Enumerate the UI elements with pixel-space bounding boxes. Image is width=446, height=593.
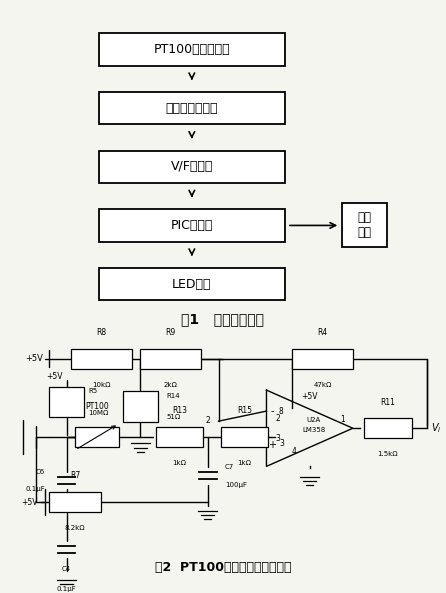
Text: R15: R15 [237, 406, 252, 415]
Text: +5V: +5V [25, 354, 43, 364]
Text: 图1   硬件系统框图: 图1 硬件系统框图 [182, 313, 264, 326]
Bar [156, 427, 203, 447]
Text: 8: 8 [279, 407, 284, 416]
Text: 1: 1 [340, 415, 345, 424]
Text: 3: 3 [275, 433, 280, 442]
Text: 键盘
操作: 键盘 操作 [358, 212, 372, 240]
Text: PIC单片机: PIC单片机 [171, 219, 213, 232]
Text: 47kΩ: 47kΩ [314, 382, 332, 388]
Text: 100μF: 100μF [225, 482, 247, 487]
Text: PT100温度传感器: PT100温度传感器 [153, 43, 230, 56]
Bar [49, 387, 84, 417]
Text: C4: C4 [62, 566, 71, 572]
Text: +5V: +5V [46, 372, 62, 381]
Text: R7: R7 [70, 471, 80, 480]
Bar [99, 209, 285, 241]
Text: R5: R5 [88, 388, 97, 394]
Bar [221, 427, 268, 447]
Text: 1kΩ: 1kΩ [173, 460, 186, 466]
Bar [292, 349, 353, 369]
Bar [71, 349, 132, 369]
Text: +5V: +5V [21, 498, 37, 506]
Text: 图2  PT100接入和信号处理电路: 图2 PT100接入和信号处理电路 [155, 561, 291, 574]
Text: C7: C7 [225, 464, 234, 470]
Text: R11: R11 [380, 398, 395, 407]
Text: 10kΩ: 10kΩ [92, 382, 111, 388]
Text: R8: R8 [96, 329, 106, 337]
Text: +5V: +5V [301, 392, 318, 401]
Bar [99, 92, 285, 125]
Text: U2A: U2A [307, 416, 321, 423]
Text: R4: R4 [318, 329, 328, 337]
Bar [99, 33, 285, 66]
Text: 4: 4 [292, 447, 297, 455]
Text: C6: C6 [36, 468, 45, 474]
Bar [343, 203, 387, 247]
Text: R14: R14 [166, 393, 180, 398]
Text: 1kΩ: 1kΩ [238, 460, 252, 466]
Bar [99, 151, 285, 183]
Bar [99, 268, 285, 300]
Text: 1.5kΩ: 1.5kΩ [377, 451, 398, 457]
Text: 信号滤波、放大: 信号滤波、放大 [165, 101, 218, 114]
Text: 2: 2 [205, 416, 210, 425]
Bar [140, 349, 201, 369]
Bar [364, 419, 412, 438]
Text: 10MΩ: 10MΩ [88, 410, 109, 416]
Bar [123, 391, 158, 422]
Text: 2kΩ: 2kΩ [164, 382, 178, 388]
Text: 2: 2 [275, 414, 280, 423]
Text: R9: R9 [165, 329, 176, 337]
Text: 0.1μF: 0.1μF [57, 586, 76, 592]
Text: LED显示: LED显示 [172, 278, 211, 291]
Text: +: + [268, 441, 276, 451]
Text: 8.2kΩ: 8.2kΩ [65, 525, 86, 531]
Text: LM358: LM358 [302, 428, 326, 433]
Text: -: - [270, 406, 273, 416]
Text: PT100: PT100 [85, 402, 109, 411]
Bar [49, 492, 101, 512]
Bar [75, 427, 119, 447]
Text: R13: R13 [172, 406, 187, 415]
Text: 51Ω: 51Ω [166, 415, 181, 420]
Text: $V_i$: $V_i$ [431, 422, 442, 435]
Text: 0.1μF: 0.1μF [25, 486, 45, 492]
Text: 3: 3 [279, 439, 284, 448]
Text: V/F转换器: V/F转换器 [171, 160, 213, 173]
